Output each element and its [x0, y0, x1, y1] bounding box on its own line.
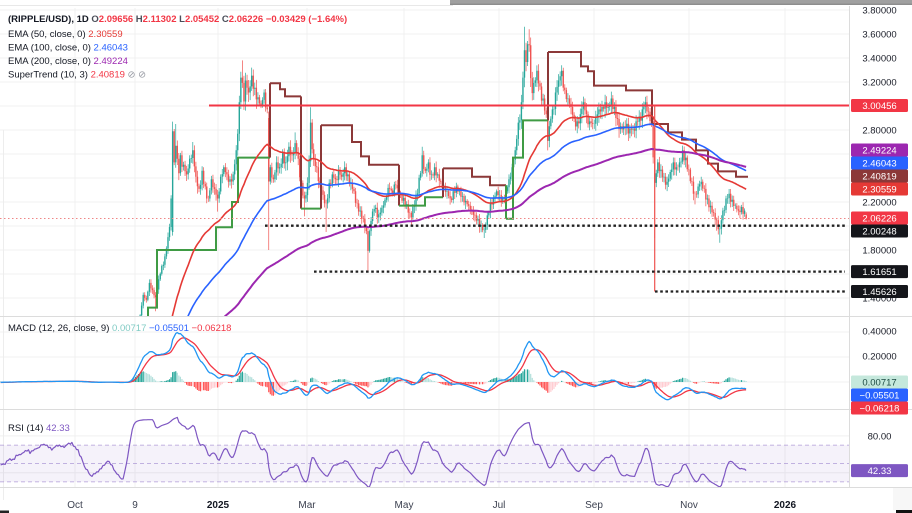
- svg-text:2.20000: 2.20000: [862, 197, 896, 208]
- svg-text:Nov: Nov: [680, 500, 698, 511]
- svg-text:2.30559: 2.30559: [862, 185, 896, 196]
- svg-text:1.80000: 1.80000: [862, 245, 896, 256]
- svg-text:Jul: Jul: [493, 500, 506, 511]
- svg-text:2.40819: 2.40819: [862, 172, 896, 183]
- svg-text:(RIPPLE/USD), 1D O2.09656 H2.1: (RIPPLE/USD), 1D O2.09656 H2.11302 L2.05…: [8, 14, 347, 25]
- svg-text:Sep: Sep: [585, 500, 603, 511]
- svg-text:May: May: [395, 500, 414, 511]
- svg-text:3.60000: 3.60000: [862, 29, 896, 40]
- svg-text:−0.06218: −0.06218: [860, 404, 900, 415]
- svg-text:9: 9: [132, 500, 138, 511]
- svg-text:42.33: 42.33: [868, 466, 892, 477]
- svg-text:2026: 2026: [774, 500, 797, 511]
- svg-text:2.80000: 2.80000: [862, 125, 896, 136]
- svg-text:MACD (12, 26, close, 9) 0.0071: MACD (12, 26, close, 9) 0.00717 −0.05501…: [8, 323, 231, 334]
- svg-text:Oct: Oct: [67, 500, 83, 511]
- svg-text:3.00456: 3.00456: [862, 101, 896, 112]
- svg-text:1.61651: 1.61651: [862, 267, 896, 278]
- svg-text:0.40000: 0.40000: [862, 327, 896, 338]
- svg-text:1.45626: 1.45626: [862, 287, 896, 298]
- svg-text:SuperTrend (10, 3) 2.40819 ⊘ ⊘: SuperTrend (10, 3) 2.40819 ⊘ ⊘: [8, 70, 146, 81]
- svg-text:2.00248: 2.00248: [862, 227, 896, 238]
- svg-text:EMA (50, close, 0) 2.30559: EMA (50, close, 0) 2.30559: [8, 29, 123, 40]
- svg-text:3.40000: 3.40000: [862, 53, 896, 64]
- svg-text:1.40000: 1.40000: [862, 293, 896, 304]
- svg-text:EMA (200, close, 0) 2.49224: EMA (200, close, 0) 2.49224: [8, 56, 128, 67]
- svg-text:2.06226: 2.06226: [862, 214, 896, 225]
- svg-text:2.49224: 2.49224: [862, 146, 896, 157]
- svg-text:0.00717: 0.00717: [862, 378, 896, 389]
- svg-text:3.80000: 3.80000: [862, 5, 896, 16]
- svg-text:80.00: 80.00: [868, 431, 892, 442]
- svg-text:RSI (14) 42.33: RSI (14) 42.33: [8, 423, 70, 434]
- svg-text:0.20000: 0.20000: [862, 352, 896, 363]
- svg-text:2.46043: 2.46043: [862, 159, 896, 170]
- svg-text:−0.05501: −0.05501: [860, 391, 900, 402]
- svg-text:Mar: Mar: [298, 500, 316, 511]
- svg-text:3.20000: 3.20000: [862, 77, 896, 88]
- svg-text:EMA (100, close, 0) 2.46043: EMA (100, close, 0) 2.46043: [8, 43, 128, 54]
- svg-text:2025: 2025: [207, 500, 230, 511]
